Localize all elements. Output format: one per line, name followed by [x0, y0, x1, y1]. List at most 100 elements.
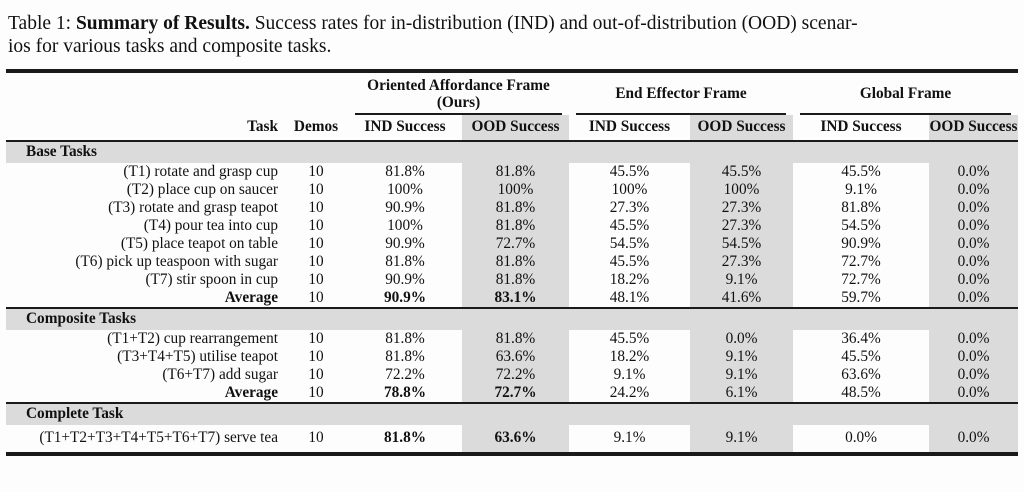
ood-success-cell: 81.8%: [462, 253, 570, 271]
table-row: (T7) stir spoon in cup 10 90.9% 81.8% 18.2% 9…: [6, 271, 1019, 289]
task-cell: (T1+T2) cup rearrangement: [107, 330, 278, 347]
ind-success-cell: 78.8%: [383, 384, 427, 401]
ind-success-cell: 45.5%: [609, 217, 650, 234]
ood-success-cell: 72.7%: [462, 235, 570, 253]
ood-success-cell: 63.6%: [462, 425, 570, 452]
task-cell: (T3) rotate and grasp teapot: [108, 199, 278, 216]
table-row: Average 10 90.9% 83.1% 48.1% 41.6% 59.7% 0.0%: [6, 289, 1019, 308]
table-row: (T1+T2+T3+T4+T5+T6+T7) serve tea 10 81.8% 6…: [6, 425, 1019, 452]
ood-success-cell: 45.5%: [690, 163, 794, 181]
ood-success-cell: 9.1%: [690, 271, 794, 289]
ind-success-cell: 18.2%: [609, 348, 650, 365]
demos-cell: 10: [308, 348, 324, 365]
col-header-ind-global: IND Success: [820, 118, 902, 135]
group-header-ours: Oriented Affordance Frame (Ours): [348, 73, 569, 115]
ind-success-cell: 81.8%: [385, 163, 425, 180]
ind-success-cell: 90.9%: [841, 235, 881, 252]
section-band-row: Complete Task: [6, 403, 1019, 425]
ind-success-cell: 9.1%: [613, 429, 646, 446]
col-header-ood-global: OOD Success: [929, 115, 1019, 141]
ind-success-cell: 0.0%: [845, 429, 877, 446]
ind-success-cell: 100%: [387, 181, 423, 198]
ood-success-cell: 63.6%: [462, 348, 570, 366]
demos-cell: 10: [308, 217, 324, 234]
col-header-demos: Demos: [293, 118, 339, 135]
ind-success-cell: 81.8%: [385, 253, 425, 270]
ood-success-cell: 0.0%: [929, 348, 1019, 366]
col-header-ood-end-effector: OOD Success: [690, 115, 794, 141]
ind-success-cell: 59.7%: [841, 289, 881, 306]
ood-success-cell: 0.0%: [929, 384, 1019, 403]
demos-cell: 10: [308, 366, 324, 383]
ind-success-cell: 90.9%: [385, 235, 425, 252]
section-band-label: Complete Task: [6, 403, 1019, 425]
ind-success-cell: 90.9%: [385, 271, 425, 288]
ood-success-cell: 0.0%: [929, 330, 1019, 348]
group-header-end-effector: End Effector Frame: [569, 73, 793, 115]
table-row: (T4) pour tea into cup 10 100% 81.8% 45.5% 27…: [6, 217, 1019, 235]
ood-success-cell: 0.0%: [690, 330, 794, 348]
results-table-wrap: Oriented Affordance Frame (Ours) End Eff…: [6, 69, 1019, 456]
ood-success-cell: 0.0%: [929, 271, 1019, 289]
task-cell: (T2) place cup on saucer: [126, 181, 278, 198]
table-row: (T3+T4+T5) utilise teapot 10 81.8% 63.6% 18.…: [6, 348, 1019, 366]
caption-title: Summary of Results.: [75, 13, 250, 34]
caption-body-line1: Success rates for in-distribution (IND) …: [254, 13, 858, 34]
ind-success-cell: 63.6%: [841, 366, 881, 383]
table-row: (T1) rotate and grasp cup 10 81.8% 81.8% 45.…: [6, 163, 1019, 181]
ood-success-cell: 0.0%: [929, 181, 1019, 199]
section-band-row: Base Tasks: [6, 141, 1019, 163]
ind-success-cell: 24.2%: [609, 384, 650, 401]
bottom-rule: [6, 452, 1018, 456]
task-cell: (T6) pick up teaspoon with sugar: [75, 253, 278, 270]
ind-success-cell: 9.1%: [613, 366, 646, 383]
ood-success-cell: 0.0%: [929, 425, 1019, 452]
group-header-row: Oriented Affordance Frame (Ours) End Eff…: [6, 73, 1018, 115]
ood-success-cell: 81.8%: [462, 271, 570, 289]
ood-success-cell: 0.0%: [929, 366, 1019, 384]
task-cell: Average: [224, 384, 278, 401]
results-table: Oriented Affordance Frame (Ours) End Eff…: [6, 73, 1019, 452]
group-header-global-label: Global Frame: [859, 85, 952, 102]
task-cell: (T7) stir spoon in cup: [145, 271, 278, 288]
caption-body-line2: ios for various tasks and composite task…: [8, 36, 332, 57]
section-band-label: Base Tasks: [6, 141, 1019, 163]
task-cell: (T6+T7) add sugar: [162, 366, 278, 383]
table-row: Average 10 78.8% 72.7% 24.2% 6.1% 48.5% 0.0%: [6, 384, 1019, 403]
ood-success-cell: 0.0%: [929, 217, 1019, 235]
ind-success-cell: 100%: [387, 217, 423, 234]
task-cell: (T1) rotate and grasp cup: [123, 163, 278, 180]
ind-success-cell: 54.5%: [609, 235, 650, 252]
column-header-row: Task Demos IND Success OOD Success IND S…: [6, 115, 1019, 141]
ind-success-cell: 45.5%: [609, 163, 650, 180]
caption-label: Table 1:: [8, 13, 72, 34]
ind-success-cell: 27.3%: [609, 199, 650, 216]
task-cell: (T4) pour tea into cup: [143, 217, 278, 234]
ind-success-cell: 100%: [611, 181, 648, 198]
ood-success-cell: 54.5%: [690, 235, 794, 253]
ind-success-cell: 48.1%: [609, 289, 650, 306]
ood-success-cell: 0.0%: [929, 289, 1019, 308]
ood-success-cell: 0.0%: [929, 199, 1019, 217]
col-header-task: Task: [247, 118, 278, 135]
ind-success-cell: 72.7%: [841, 271, 881, 288]
section-complete-task: Complete Task (T1+T2+T3+T4+T5+T6+T7) serv…: [6, 403, 1019, 452]
ind-success-cell: 90.9%: [385, 199, 425, 216]
group-header-global: Global Frame: [793, 73, 1018, 115]
demos-cell: 10: [308, 289, 324, 306]
group-header-spacer: [6, 73, 348, 115]
ood-success-cell: 100%: [462, 181, 570, 199]
ind-success-cell: 45.5%: [609, 330, 650, 347]
ood-success-cell: 6.1%: [690, 384, 794, 403]
ood-success-cell: 27.3%: [690, 253, 794, 271]
ood-success-cell: 0.0%: [929, 163, 1019, 181]
ood-success-cell: 81.8%: [462, 330, 570, 348]
ind-success-cell: 9.1%: [845, 181, 877, 198]
section-band-row: Composite Tasks: [6, 308, 1019, 330]
table-row: (T3) rotate and grasp teapot 10 90.9% 81.8%…: [6, 199, 1019, 217]
section-composite-tasks: Composite Tasks (T1+T2) cup rearrangement…: [6, 308, 1019, 403]
ind-success-cell: 54.5%: [841, 217, 881, 234]
ood-success-cell: 81.8%: [462, 163, 570, 181]
demos-cell: 10: [308, 253, 324, 270]
group-header-ours-label: Oriented Affordance Frame (Ours): [367, 76, 550, 111]
